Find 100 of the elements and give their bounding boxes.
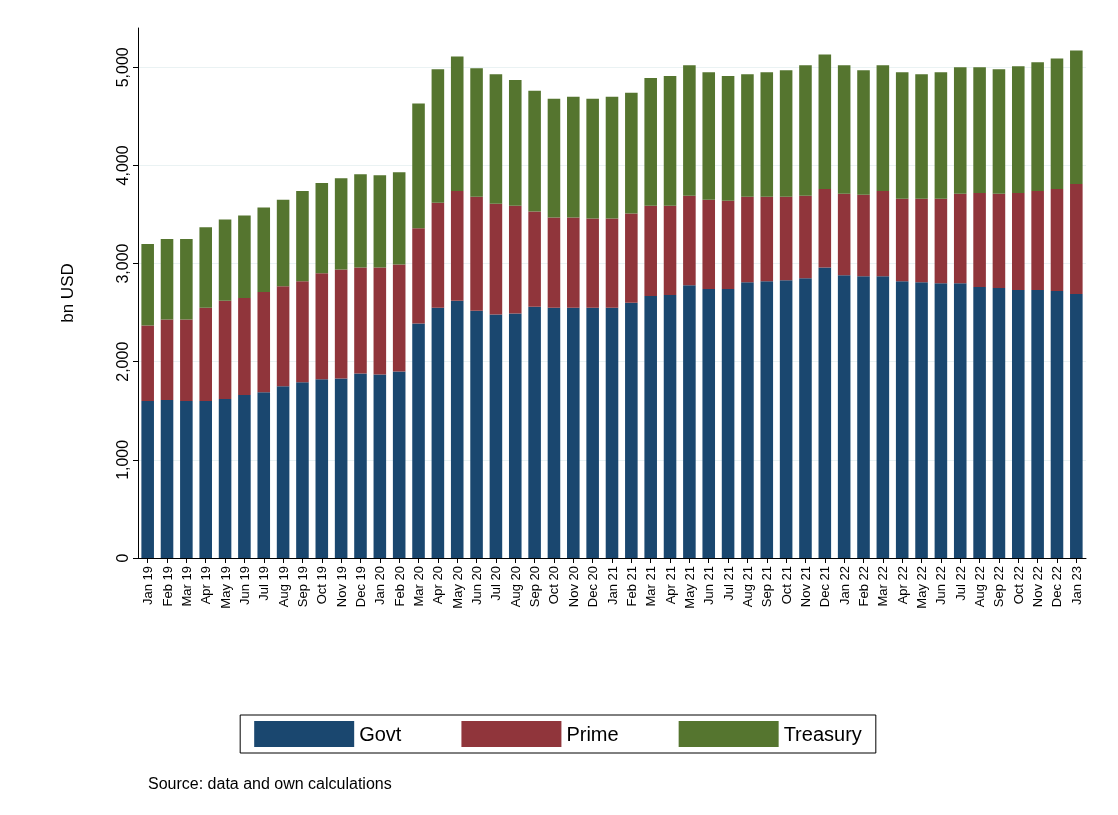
x-tick-label: May 22 [914, 566, 930, 609]
x-tick-label: Jan 21 [604, 566, 620, 606]
bar [663, 294, 677, 558]
bar [1070, 184, 1083, 294]
bar [818, 54, 832, 189]
bar [683, 65, 696, 196]
y-tick-label: 5,000 [113, 47, 131, 88]
bar [296, 281, 309, 383]
bar [934, 283, 948, 558]
legend-label: Govt [359, 723, 402, 745]
x-tick-label: Jun 19 [236, 566, 252, 606]
bar [799, 65, 812, 196]
bar [508, 80, 522, 206]
bar [702, 289, 716, 558]
bar [1050, 291, 1064, 558]
x-tick-label: May 20 [449, 566, 465, 609]
bar [257, 207, 271, 293]
bar [895, 281, 909, 558]
bar [1031, 190, 1044, 291]
bar [702, 72, 716, 200]
bar [470, 196, 483, 311]
x-tick-label: Dec 21 [817, 566, 833, 608]
x-tick-label: Nov 19 [333, 566, 349, 608]
x-tick-label: Jul 20 [488, 566, 504, 601]
x-tick-label: Oct 19 [314, 566, 330, 605]
bar [450, 56, 464, 191]
x-tick-label: Sep 22 [991, 566, 1007, 608]
x-tick-label: Jun 20 [469, 566, 485, 606]
bar [934, 72, 948, 199]
bar [180, 319, 193, 401]
bar [547, 217, 561, 308]
bar [315, 183, 329, 274]
bar [334, 178, 348, 270]
bar [567, 217, 580, 308]
x-tick-label: Aug 22 [972, 566, 988, 608]
x-tick-label: May 19 [217, 566, 233, 609]
bar [315, 379, 329, 558]
bar [779, 70, 793, 197]
x-tick-label: Mar 22 [875, 566, 891, 607]
x-tick-label: Jan 19 [140, 566, 156, 606]
bar [625, 92, 638, 214]
bar [837, 193, 851, 276]
bar [741, 196, 754, 283]
x-tick-label: Oct 22 [1010, 566, 1026, 605]
bar [857, 276, 870, 558]
bar [953, 67, 967, 194]
bar [218, 300, 232, 399]
bar [392, 172, 406, 265]
x-tick-label: Nov 21 [797, 566, 813, 608]
x-tick-label: Dec 22 [1049, 566, 1065, 608]
y-tick-label: 3,000 [113, 243, 131, 284]
x-tick-label: Oct 21 [778, 566, 794, 605]
source-note: Source: data and own calculations [148, 774, 392, 792]
bar [953, 283, 967, 558]
x-tick-label: Feb 22 [856, 566, 872, 607]
x-tick-label: Mar 20 [411, 566, 427, 607]
bar [895, 198, 909, 282]
bar [1070, 50, 1083, 185]
legend-label: Treasury [783, 723, 862, 745]
bar [547, 307, 561, 558]
x-tick-label: Nov 20 [565, 566, 581, 608]
bar [160, 399, 174, 558]
bar [915, 198, 928, 283]
bar [276, 286, 290, 387]
bar [141, 400, 154, 558]
bar [567, 96, 580, 218]
bar [373, 267, 387, 375]
bar [276, 199, 290, 287]
x-tick-label: Feb 19 [159, 566, 175, 607]
bar [257, 292, 271, 393]
y-tick-label: 1,000 [113, 439, 131, 480]
bar [238, 215, 251, 298]
bar [605, 96, 619, 219]
bar [973, 67, 986, 193]
bar [895, 72, 909, 199]
bar [934, 198, 948, 284]
x-tick-label: Oct 20 [546, 566, 562, 605]
bar [586, 307, 599, 558]
x-tick-label: Feb 21 [623, 566, 639, 607]
bar [257, 392, 271, 558]
bar [160, 319, 174, 400]
bar [857, 70, 870, 195]
bar [915, 74, 928, 199]
bar [431, 202, 445, 308]
bar [141, 325, 154, 401]
bar [876, 65, 890, 191]
bar [547, 98, 561, 218]
bar [625, 302, 638, 558]
bar [953, 193, 967, 284]
bar [489, 203, 503, 315]
bar [1070, 293, 1083, 558]
bar [199, 400, 212, 558]
bar [644, 205, 657, 296]
bar [354, 267, 367, 374]
bar [392, 264, 406, 372]
bar [663, 205, 677, 295]
x-tick-label: Jul 22 [952, 566, 968, 601]
bar [334, 269, 348, 379]
bar [199, 307, 212, 401]
x-tick-label: Mar 19 [178, 566, 194, 607]
